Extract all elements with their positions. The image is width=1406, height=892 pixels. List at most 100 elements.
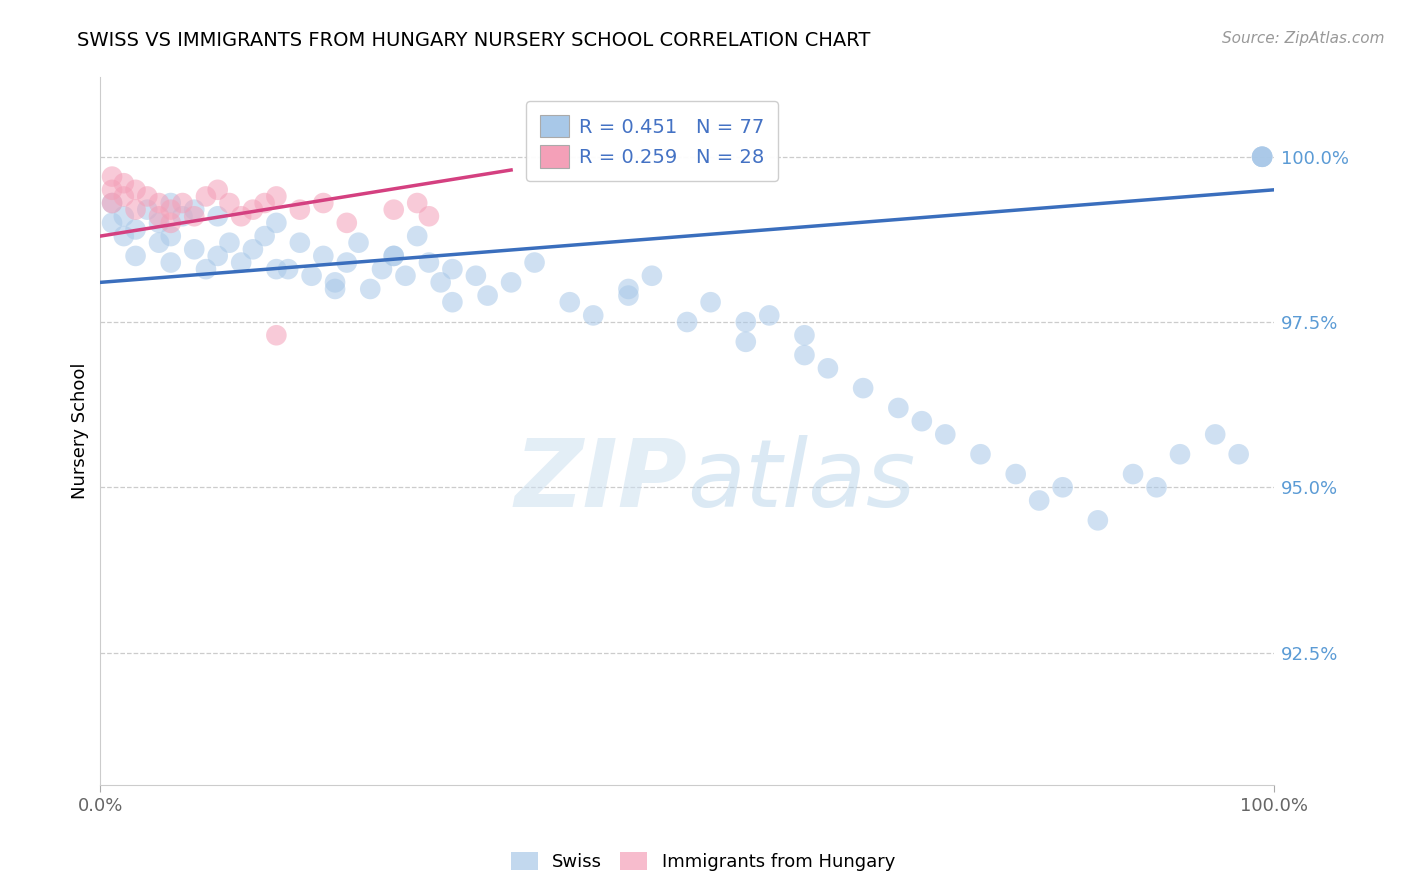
Point: [911, 414, 934, 428]
Point: [817, 361, 839, 376]
Point: [207, 183, 229, 197]
Point: [1052, 480, 1074, 494]
Point: [231, 255, 253, 269]
Point: [641, 268, 664, 283]
Point: [172, 196, 194, 211]
Point: [112, 209, 135, 223]
Point: [101, 169, 124, 184]
Point: [1146, 480, 1168, 494]
Point: [1028, 493, 1050, 508]
Point: [124, 249, 146, 263]
Point: [159, 202, 181, 217]
Point: [441, 262, 464, 277]
Point: [242, 202, 264, 217]
Point: [887, 401, 910, 415]
Point: [101, 196, 124, 211]
Point: [253, 229, 276, 244]
Point: [1251, 150, 1274, 164]
Point: [758, 309, 780, 323]
Point: [1087, 513, 1109, 527]
Point: [183, 202, 205, 217]
Point: [793, 328, 815, 343]
Point: [218, 196, 240, 211]
Point: [1227, 447, 1250, 461]
Point: [136, 202, 159, 217]
Point: [159, 255, 181, 269]
Point: [148, 235, 170, 250]
Point: [418, 255, 440, 269]
Point: [148, 209, 170, 223]
Legend: Swiss, Immigrants from Hungary: Swiss, Immigrants from Hungary: [503, 845, 903, 879]
Point: [266, 189, 288, 203]
Point: [969, 447, 991, 461]
Point: [441, 295, 464, 310]
Text: Source: ZipAtlas.com: Source: ZipAtlas.com: [1222, 31, 1385, 46]
Point: [148, 196, 170, 211]
Point: [382, 202, 405, 217]
Point: [323, 282, 346, 296]
Point: [501, 276, 523, 290]
Point: [136, 189, 159, 203]
Point: [418, 209, 440, 223]
Point: [183, 242, 205, 256]
Point: [288, 235, 311, 250]
Point: [1168, 447, 1191, 461]
Point: [477, 288, 499, 302]
Point: [312, 196, 335, 211]
Point: [336, 216, 359, 230]
Point: [558, 295, 581, 310]
Point: [242, 242, 264, 256]
Point: [394, 268, 416, 283]
Point: [312, 249, 335, 263]
Point: [101, 196, 124, 211]
Point: [934, 427, 956, 442]
Point: [699, 295, 721, 310]
Point: [207, 209, 229, 223]
Point: [617, 288, 640, 302]
Point: [148, 216, 170, 230]
Point: [323, 276, 346, 290]
Point: [1122, 467, 1144, 481]
Point: [1251, 150, 1274, 164]
Point: [124, 222, 146, 236]
Point: [124, 202, 146, 217]
Point: [172, 209, 194, 223]
Text: atlas: atlas: [688, 435, 915, 526]
Point: [277, 262, 299, 277]
Point: [218, 235, 240, 250]
Point: [347, 235, 370, 250]
Point: [288, 202, 311, 217]
Point: [1251, 150, 1274, 164]
Point: [183, 209, 205, 223]
Text: SWISS VS IMMIGRANTS FROM HUNGARY NURSERY SCHOOL CORRELATION CHART: SWISS VS IMMIGRANTS FROM HUNGARY NURSERY…: [77, 31, 870, 50]
Point: [124, 183, 146, 197]
Point: [617, 282, 640, 296]
Point: [852, 381, 875, 395]
Point: [1251, 150, 1274, 164]
Point: [253, 196, 276, 211]
Point: [582, 309, 605, 323]
Point: [301, 268, 323, 283]
Point: [159, 216, 181, 230]
Point: [359, 282, 381, 296]
Point: [1004, 467, 1026, 481]
Point: [464, 268, 486, 283]
Point: [429, 276, 451, 290]
Point: [676, 315, 699, 329]
Point: [112, 229, 135, 244]
Point: [336, 255, 359, 269]
Point: [382, 249, 405, 263]
Point: [266, 262, 288, 277]
Point: [523, 255, 546, 269]
Point: [382, 249, 405, 263]
Legend: R = 0.451   N = 77, R = 0.259   N = 28: R = 0.451 N = 77, R = 0.259 N = 28: [526, 102, 778, 181]
Point: [112, 189, 135, 203]
Text: ZIP: ZIP: [515, 434, 688, 526]
Point: [371, 262, 394, 277]
Point: [266, 328, 288, 343]
Point: [1204, 427, 1226, 442]
Point: [194, 262, 217, 277]
Point: [159, 196, 181, 211]
Point: [734, 334, 756, 349]
Point: [101, 183, 124, 197]
